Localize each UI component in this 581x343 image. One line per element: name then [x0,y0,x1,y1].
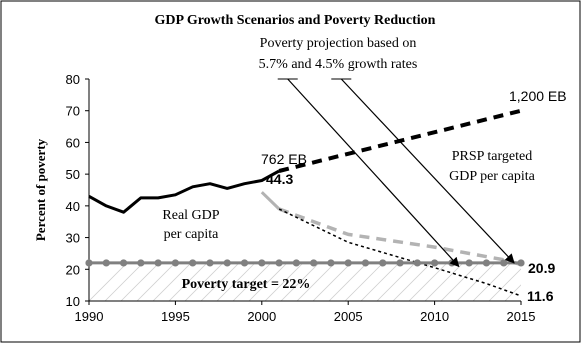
annotation-real-gdp-line1: Real GDP [162,208,219,223]
x-tick-label: 2010 [420,309,449,324]
hatch-line [424,263,464,301]
chart-title: GDP Growth Scenarios and Poverty Reducti… [155,13,436,28]
y-tick-label: 30 [66,231,80,246]
y-tick-label: 20 [66,262,80,277]
hatch-line [152,263,192,301]
hatch-line [168,263,208,301]
y-tick-label: 60 [66,135,80,150]
target-marker [85,259,93,267]
y-tick-label: 10 [66,294,80,309]
data-label-11-6: 11.6 [527,288,554,304]
hatch-line [89,263,128,301]
target-marker [517,259,525,267]
series-line-2 [260,191,281,211]
target-marker [431,259,439,267]
target-marker [119,259,128,267]
hatch-line [344,263,384,301]
y-tick-label: 40 [66,199,80,214]
target-marker [102,259,110,267]
annotation-prsp-line1: PRSP targeted [452,149,533,164]
target-marker [310,259,318,267]
y-tick-label: 70 [66,104,80,119]
target-marker [292,259,300,267]
data-label-44-3: 44.3 [266,171,293,187]
annotation-1200-eb: 1,200 EB [509,88,567,104]
hatch-line [104,263,144,301]
target-marker [379,259,387,267]
series-line-0 [88,169,280,214]
target-marker [189,259,197,267]
target-marker [171,259,179,267]
series-line-3 [278,207,522,267]
x-tick-label: 1990 [75,309,104,324]
target-marker [396,259,404,267]
arrow-0 [287,78,460,268]
y-tick-label: 80 [66,72,80,87]
hatch-line [248,263,288,301]
hatch-line [264,263,304,301]
annotation-projection-line2: 5.7% and 4.5% growth rates [259,57,418,72]
hatch-line [360,263,400,301]
hatch-line [440,263,480,301]
x-tick-label: 1995 [161,309,190,324]
y-tick-label: 50 [66,167,80,182]
annotation-real-gdp-line2: per capita [164,227,220,242]
hatch-line [328,263,368,301]
target-marker [240,259,249,267]
hatch-line [488,268,521,301]
target-marker [223,259,231,267]
target-marker [500,259,508,267]
hatch-line [200,263,240,301]
target-marker [465,259,473,267]
annotation-projection-line1: Poverty projection based on [260,36,417,51]
poverty-target-label: Poverty target = 22% [182,277,311,292]
x-tick-labels: 1990 1995 2000 2005 2010 2015 [75,309,536,324]
hatch-line [216,263,256,301]
target-marker [482,259,491,267]
hatch-line [376,263,416,301]
hatch-line [280,263,320,301]
hatch-line [296,263,336,301]
hatch-line [408,263,448,301]
y-axis-label: Percent of poverty [33,138,48,241]
target-marker [258,259,266,267]
arrow-1 [340,78,515,264]
hatch-line [472,263,512,301]
target-hatch-area [89,263,521,301]
x-tick-label: 2015 [507,309,536,324]
hatch-line [232,263,272,301]
annotation-prsp-line2: GDP per capita [449,169,536,184]
target-marker [137,259,145,267]
target-marker [448,259,456,267]
hatch-line [392,263,432,301]
target-marker [154,259,162,267]
hatch-line [120,263,160,301]
hatch-line [456,263,496,301]
annotation-762-eb: 762 EB [261,151,307,167]
projection-arrows [277,78,515,268]
target-marker [413,259,421,267]
hatch-line [136,263,176,301]
target-marker [327,259,335,267]
target-marker [361,259,370,267]
data-label-20-9: 20.9 [528,260,555,276]
target-marker [275,259,283,267]
hatch-line [312,263,352,301]
hatch-line [504,284,521,301]
x-tick-label: 2000 [247,309,276,324]
x-tick-label: 2005 [334,309,363,324]
hatch-line [184,263,224,301]
target-marker [206,259,214,267]
target-marker [344,259,352,267]
y-tick-labels: 10 20 30 40 50 60 70 80 [66,72,80,309]
